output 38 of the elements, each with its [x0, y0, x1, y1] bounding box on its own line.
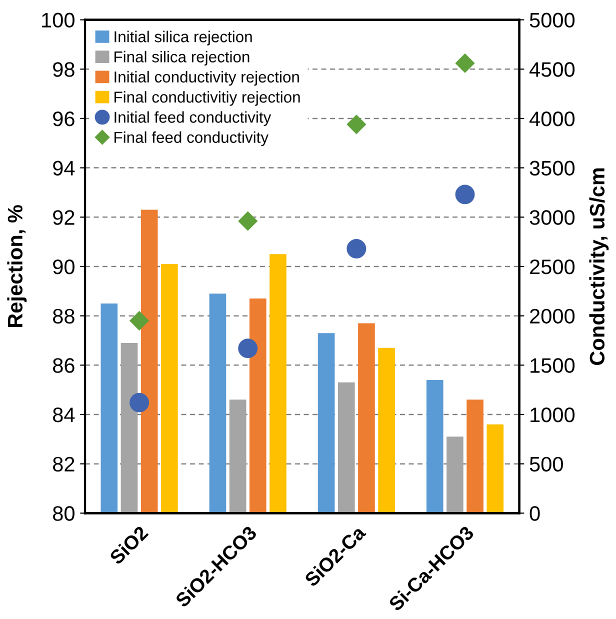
point — [455, 184, 475, 204]
legend-label: Initial silica rejection — [114, 30, 252, 46]
point — [130, 311, 149, 330]
y-tick-label: 90 — [53, 259, 74, 274]
point — [455, 54, 475, 73]
point — [238, 338, 258, 358]
y-tick-label: 84 — [53, 407, 75, 422]
legend-label: Final silica rejection — [114, 50, 250, 66]
legend-label: Initial conductivity rejection — [114, 71, 299, 86]
y-tick-label: 94 — [53, 160, 75, 176]
y-tick-label: 82 — [53, 456, 74, 472]
y2-axis-title: Conductivity, uS/cm — [589, 168, 609, 365]
y2-tick-label: 0 — [530, 506, 540, 521]
y-tick-label: 98 — [53, 62, 74, 77]
point — [130, 392, 150, 412]
y2-tick-label: 1500 — [530, 358, 575, 373]
y2-tick-label: 500 — [530, 456, 563, 472]
legend-label: Final feed conductivity — [114, 131, 269, 146]
y2-tick-label: 5000 — [530, 12, 575, 28]
legend-label: Initial feed conductivity — [114, 111, 272, 126]
y2-tick-label: 3000 — [530, 210, 575, 225]
y-tick-label: 86 — [53, 358, 74, 373]
y-tick-label: 96 — [53, 111, 74, 126]
y-tick-label: 88 — [53, 308, 74, 324]
y2-tick-label: 3500 — [530, 160, 575, 176]
y2-tick-label: 4000 — [529, 111, 575, 126]
y-tick-label: 100 — [42, 12, 74, 28]
point — [346, 114, 366, 134]
y2-tick-label: 4500 — [529, 62, 575, 77]
y-axis-title: Rejection, % — [7, 205, 27, 328]
y-tick-label: 92 — [53, 210, 74, 225]
y-tick-label: 80 — [53, 506, 74, 521]
legend-label: Final conductivitiy rejection — [114, 91, 300, 106]
y2-tick-label: 2500 — [530, 259, 575, 274]
y2-tick-label: 2000 — [530, 308, 575, 324]
y2-tick-label: 1000 — [530, 407, 575, 422]
point — [346, 238, 366, 258]
point — [238, 212, 258, 231]
